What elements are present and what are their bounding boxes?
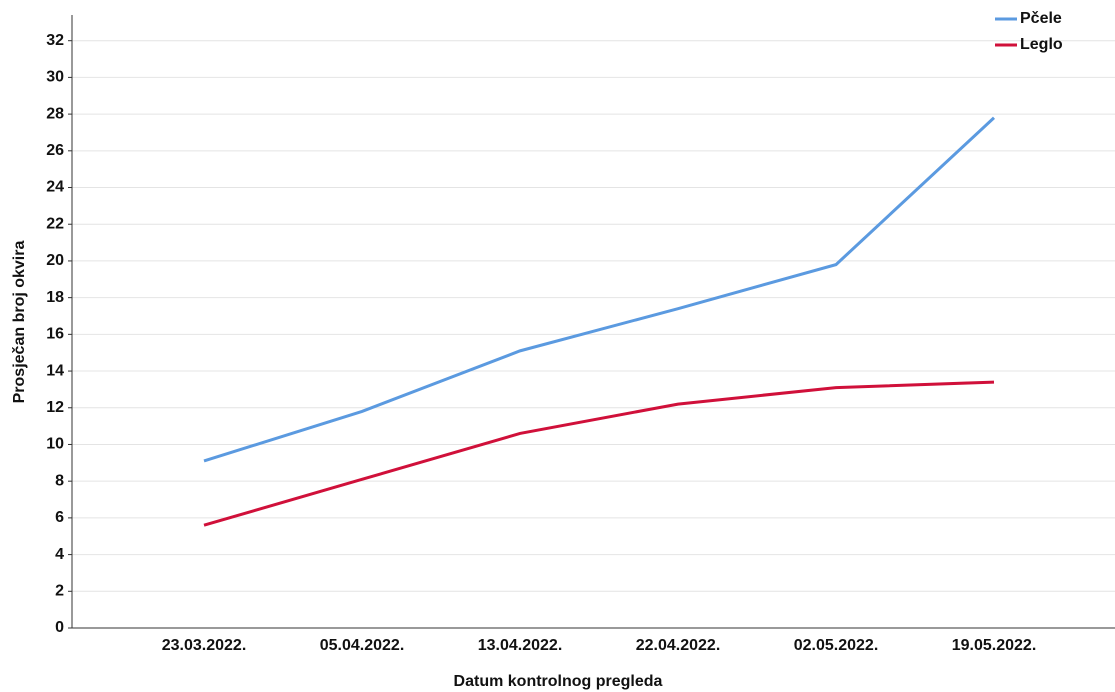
y-tick-label: 14 [46, 362, 64, 379]
y-tick-label: 28 [46, 105, 64, 122]
y-axis-label: Prosječan broj okvira [11, 241, 28, 404]
y-tick-label: 20 [46, 252, 64, 269]
series-line [203, 380, 995, 527]
y-tick-label: 26 [46, 142, 64, 159]
y-tick-label: 2 [55, 583, 64, 600]
legend-label: Leglo [1020, 36, 1063, 53]
y-tick-label: 4 [55, 546, 64, 563]
y-tick-label: 8 [55, 472, 64, 489]
y-tick-label: 30 [46, 69, 64, 86]
x-tick-label: 05.04.2022. [320, 637, 405, 654]
x-tick-label: 02.05.2022. [794, 637, 879, 654]
y-tick-label: 32 [46, 32, 64, 49]
x-tick-label: 23.03.2022. [162, 637, 247, 654]
legend-label: Pčele [1020, 10, 1062, 27]
y-tick-label: 24 [46, 179, 64, 196]
y-tick-label: 18 [46, 289, 64, 306]
y-tick-label: 22 [46, 215, 64, 232]
x-tick-label: 22.04.2022. [636, 637, 721, 654]
y-tick-label: 12 [46, 399, 64, 416]
series-line [203, 116, 996, 463]
y-tick-label: 0 [55, 619, 64, 636]
y-tick-label: 10 [46, 436, 64, 453]
y-tick-label: 16 [46, 326, 64, 343]
y-tick-label: 6 [55, 509, 64, 526]
x-axis-label: Datum kontrolnog pregleda [454, 673, 663, 690]
x-tick-label: 13.04.2022. [478, 637, 563, 654]
x-tick-label: 19.05.2022. [952, 637, 1037, 654]
